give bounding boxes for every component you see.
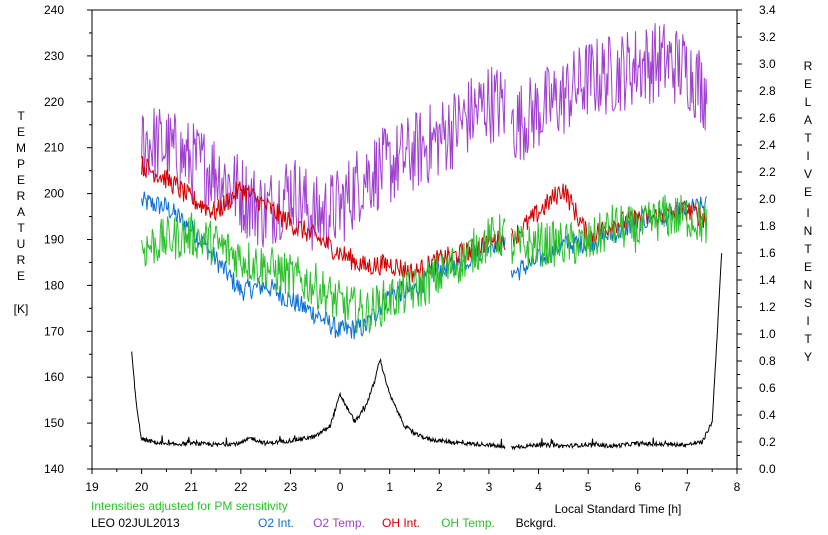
- y-right-tick-label: 0.4: [759, 408, 776, 422]
- series-line-bckgrd: [511, 253, 723, 451]
- y-left-tick-label: 210: [44, 141, 64, 155]
- y-right-tick-label: 1.8: [759, 219, 776, 233]
- y-left-axis-letter: P: [17, 157, 25, 171]
- series-line-oh-int: [141, 156, 506, 283]
- legend-bckgrd: Bckgrd.: [516, 516, 557, 530]
- sensitivity-note: Intensities adjusted for PM sensitivity: [91, 499, 288, 513]
- axes-layer: [87, 9, 742, 474]
- y-left-tick-label: 190: [44, 233, 64, 247]
- y-left-axis-letter: E: [17, 269, 25, 283]
- y-left-axis-letter: T: [17, 221, 25, 235]
- y-left-tick-label: 160: [44, 370, 64, 384]
- x-tick-label: 20: [135, 480, 149, 494]
- y-right-tick-label: 0.8: [759, 354, 776, 368]
- legend-oh-temp: OH Temp.: [441, 516, 495, 530]
- x-tick-label: 8: [734, 480, 741, 494]
- series-line-bckgrd: [131, 351, 506, 450]
- series-line-oh-temp: [141, 212, 506, 334]
- y-right-axis-letter: I: [806, 314, 809, 328]
- y-right-axis-letter: V: [804, 167, 812, 181]
- y-right-axis-letter: S: [804, 296, 812, 310]
- y-right-tick-label: 0.6: [759, 381, 776, 395]
- x-tick-label: 2: [436, 480, 443, 494]
- station-date: LEO 02JUL2013: [91, 516, 180, 530]
- y-right-axis-letter: L: [805, 95, 812, 109]
- legend-o2-int: O2 Int.: [258, 516, 294, 530]
- y-left-axis-letter: R: [17, 253, 26, 267]
- y-left-axis-letter: M: [16, 141, 26, 155]
- y-right-tick-label: 1.2: [759, 300, 776, 314]
- series-line-o2-temp: [510, 23, 708, 161]
- x-axis-label: Local Standard Time [h]: [555, 502, 682, 516]
- y-right-tick-label: 3.4: [759, 3, 776, 17]
- y-left-tick-label: 180: [44, 278, 64, 292]
- y-left-tick-label: 170: [44, 324, 64, 338]
- y-left-tick-label: 240: [44, 3, 64, 17]
- y-left-axis-letter: E: [17, 125, 25, 139]
- y-left-axis-letter: A: [17, 205, 25, 219]
- series-line-oh-temp: [510, 194, 708, 267]
- y-right-axis-letter: N: [804, 224, 813, 238]
- y-left-axis-letter: U: [17, 237, 26, 251]
- y-right-axis-letter: E: [804, 77, 812, 91]
- x-tick-label: 21: [185, 480, 199, 494]
- series-layer: [131, 23, 723, 451]
- y-right-axis-letter: A: [804, 113, 812, 127]
- legend-oh-int: OH Int.: [382, 516, 420, 530]
- y-right-tick-label: 1.0: [759, 327, 776, 341]
- y-right-axis-letter: I: [806, 149, 809, 163]
- x-tick-label: 4: [535, 480, 542, 494]
- y-left-axis-letter: R: [17, 189, 26, 203]
- series-line-o2-temp: [141, 66, 506, 251]
- y-left-tick-label: 220: [44, 95, 64, 109]
- y-left-tick-label: 200: [44, 187, 64, 201]
- x-tick-label: 3: [486, 480, 493, 494]
- y-right-tick-label: 1.6: [759, 246, 776, 260]
- y-right-axis-letter: T: [804, 242, 812, 256]
- y-left-axis-letter: E: [17, 173, 25, 187]
- y-right-axis-letter: N: [804, 278, 813, 292]
- y-right-axis-letter: E: [804, 260, 812, 274]
- y-left-tick-label: 140: [44, 462, 64, 476]
- y-right-tick-label: 3.0: [759, 57, 776, 71]
- y-right-tick-label: 2.2: [759, 165, 776, 179]
- y-left-tick-label: 150: [44, 416, 64, 430]
- y-right-tick-label: 3.2: [759, 30, 776, 44]
- y-left-axis-letter: T: [17, 109, 25, 123]
- y-right-axis-letter: Y: [804, 350, 812, 364]
- y-right-tick-label: 2.6: [759, 111, 776, 125]
- y-right-axis-letter: E: [804, 185, 812, 199]
- y-right-axis-letter: I: [806, 206, 809, 220]
- y-right-axis-letter: T: [804, 332, 812, 346]
- x-tick-label: 0: [337, 480, 344, 494]
- y-right-tick-label: 2.4: [759, 138, 776, 152]
- y-right-tick-label: 2.0: [759, 192, 776, 206]
- y-right-tick-label: 1.4: [759, 273, 776, 287]
- y-left-unit: [K]: [14, 302, 29, 316]
- x-tick-label: 1: [386, 480, 393, 494]
- y-right-tick-label: 0.0: [759, 462, 776, 476]
- x-tick-label: 7: [684, 480, 691, 494]
- y-right-axis-letter: T: [804, 131, 812, 145]
- x-tick-label: 23: [284, 480, 298, 494]
- legend-o2-temp: O2 Temp.: [313, 516, 365, 530]
- x-tick-label: 19: [85, 480, 99, 494]
- y-left-tick-label: 230: [44, 49, 64, 63]
- y-right-tick-label: 2.8: [759, 84, 776, 98]
- x-tick-label: 6: [634, 480, 641, 494]
- labels-layer: 1401501601701801902002102202302400.00.20…: [14, 3, 813, 530]
- x-tick-label: 5: [585, 480, 592, 494]
- y-right-tick-label: 0.2: [759, 435, 776, 449]
- y-right-axis-letter: R: [804, 59, 813, 73]
- x-tick-label: 22: [234, 480, 248, 494]
